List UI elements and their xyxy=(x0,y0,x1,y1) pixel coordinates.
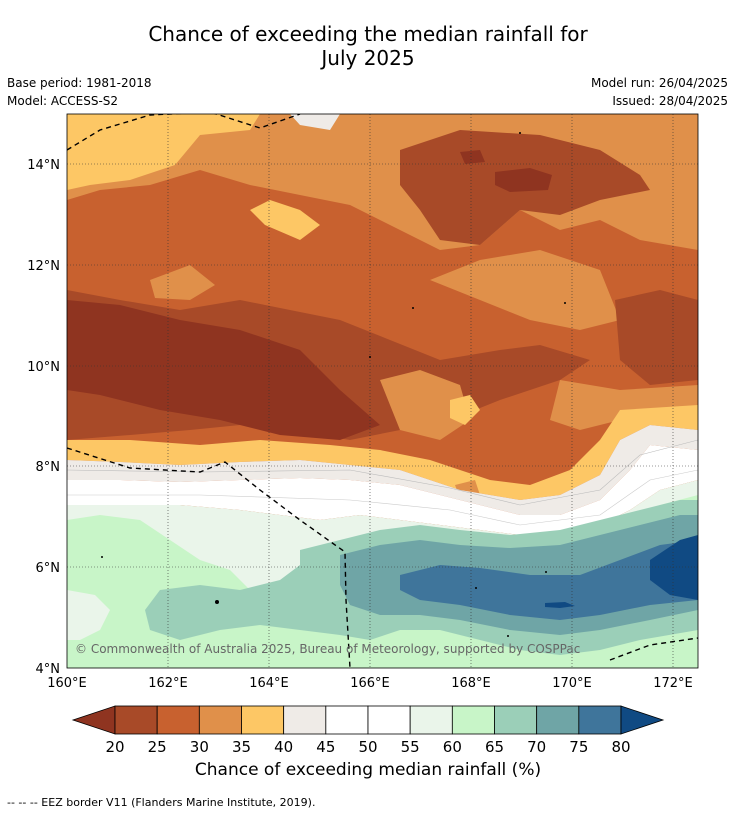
eez-borders xyxy=(67,114,698,668)
colorbar-tick-label: 35 xyxy=(232,738,251,756)
colorbar-tick-label: 75 xyxy=(569,738,588,756)
colorbar-tick-label: 40 xyxy=(274,738,293,756)
field-35-40-patch xyxy=(250,200,320,240)
colorbar-swatch xyxy=(578,705,622,735)
colorbar-over-triangle xyxy=(620,705,665,735)
field-75-80 xyxy=(400,540,698,620)
lat-tick: 8°N xyxy=(36,460,61,475)
colorbar-tick-label: 70 xyxy=(527,738,546,756)
lon-tick: 166°E xyxy=(350,676,390,691)
base-period: Base period: 1981-2018 xyxy=(7,76,152,90)
field-40-45-north xyxy=(290,114,340,130)
colorbar-swatch xyxy=(156,705,200,735)
colorbar-swatch xyxy=(451,705,495,735)
map-title: Chance of exceeding the median rainfall … xyxy=(0,22,736,70)
islands xyxy=(101,132,566,637)
contour-fields xyxy=(67,114,698,668)
field-30-35-south xyxy=(380,370,470,440)
lat-tick: 14°N xyxy=(27,158,60,173)
colorbar-swatch xyxy=(198,705,242,735)
meta-left: Base period: 1981-2018 Model: ACCESS-S2 xyxy=(7,74,152,110)
colorbar-tick-label: 45 xyxy=(316,738,335,756)
colorbar-swatch xyxy=(283,705,327,735)
meta-right: Model run: 26/04/2025 Issued: 28/04/2025 xyxy=(591,74,728,110)
model-run: Model run: 26/04/2025 xyxy=(590,76,728,90)
colorbar-tick-label: 65 xyxy=(485,738,504,756)
field-under-20-band xyxy=(67,300,380,440)
colorbar: 20 25 30 35 40 45 50 55 60 65 70 75 80 xyxy=(71,705,665,756)
field-30-35-west xyxy=(150,265,215,300)
field-40-45 xyxy=(67,425,698,515)
field-under-20-north-2 xyxy=(460,150,485,164)
rainfall-map: © Commonwealth of Australia 2025, Bureau… xyxy=(27,113,699,756)
title-line-1: Chance of exceeding the median rainfall … xyxy=(148,22,588,46)
field-35-40-nw xyxy=(67,114,260,190)
field-30-35-center xyxy=(430,250,620,330)
map-frame xyxy=(66,113,699,669)
copyright-text: © Commonwealth of Australia 2025, Bureau… xyxy=(75,642,580,656)
field-over-80 xyxy=(650,535,698,600)
lon-tick: 162°E xyxy=(148,676,188,691)
lon-axis: 160°E 162°E 164°E 166°E 168°E 170°E 172°… xyxy=(47,676,693,691)
model-name: Model: ACCESS-S2 xyxy=(7,94,119,108)
graticule xyxy=(67,114,698,668)
lon-tick: 160°E xyxy=(47,676,87,691)
colorbar-swatch xyxy=(536,705,580,735)
field-45-55 xyxy=(67,445,698,535)
field-over-80-small xyxy=(545,602,575,608)
colorbar-tick-label: 50 xyxy=(358,738,377,756)
field-under-20-north xyxy=(495,168,552,192)
colorbar-label: Chance of exceeding median rainfall (%) xyxy=(194,760,542,780)
lat-tick: 6°N xyxy=(36,561,61,576)
lon-tick: 168°E xyxy=(451,676,491,691)
field-20-25-east xyxy=(615,290,698,385)
colorbar-swatch xyxy=(409,705,453,735)
lon-tick: 170°E xyxy=(552,676,592,691)
lat-tick: 10°N xyxy=(27,360,60,375)
contour-line-1 xyxy=(67,439,698,506)
issued-date: Issued: 28/04/2025 xyxy=(612,94,728,108)
colorbar-tick-label: 60 xyxy=(443,738,462,756)
lat-axis: 14°N 12°N 10°N 8°N 6°N 4°N xyxy=(27,158,60,677)
colorbar-swatch xyxy=(494,705,538,735)
colorbar-tick-label: 30 xyxy=(190,738,209,756)
colorbar-tick-label: 80 xyxy=(611,738,630,756)
colorbar-under-triangle xyxy=(71,705,116,735)
colorbar-swatch xyxy=(325,705,369,735)
contour-line-2 xyxy=(67,469,698,526)
colorbar-tick-label: 20 xyxy=(105,738,124,756)
lon-tick: 172°E xyxy=(653,676,693,691)
field-35-40-transition xyxy=(67,405,698,500)
colorbar-tick-label: 25 xyxy=(148,738,167,756)
colorbar-swatch xyxy=(114,705,158,735)
colorbar-swatch xyxy=(367,705,411,735)
lat-tick: 4°N xyxy=(36,662,61,677)
colorbar-tick-label: 55 xyxy=(401,738,420,756)
lat-tick: 12°N xyxy=(27,259,60,274)
eez-footnote: -- -- -- EEZ border V11 (Flanders Marine… xyxy=(7,796,316,809)
field-35-40-small xyxy=(450,395,480,425)
title-line-2: July 2025 xyxy=(321,46,415,70)
field-55-60-sw xyxy=(67,590,110,640)
colorbar-swatch xyxy=(241,705,285,735)
lon-tick: 164°E xyxy=(249,676,289,691)
field-60-65-w xyxy=(70,530,110,560)
